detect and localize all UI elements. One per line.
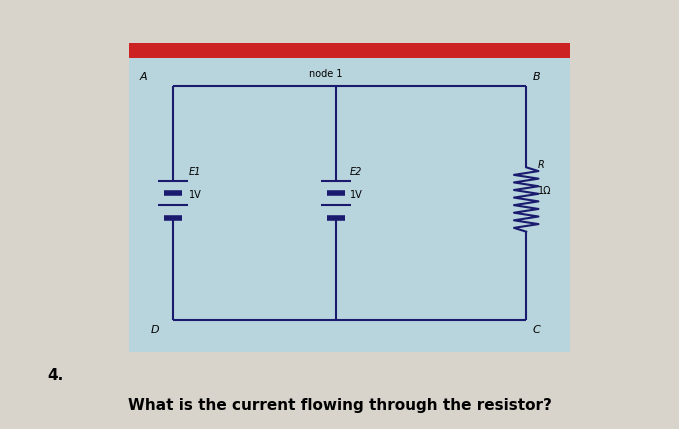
Text: B: B: [533, 72, 540, 82]
Text: What is the current flowing through the resistor?: What is the current flowing through the …: [128, 398, 551, 413]
Text: C: C: [533, 325, 540, 335]
Text: D: D: [151, 325, 160, 335]
Bar: [129, 43, 570, 58]
Text: 4.: 4.: [48, 368, 64, 383]
Text: node 1: node 1: [309, 69, 342, 79]
Text: 1V: 1V: [189, 190, 202, 200]
Text: R: R: [538, 160, 545, 170]
Bar: [129, 43, 570, 352]
Text: E2: E2: [350, 166, 362, 177]
Text: 1Ω: 1Ω: [538, 186, 551, 196]
Text: A: A: [139, 72, 147, 82]
Text: 1V: 1V: [350, 190, 363, 200]
Text: E1: E1: [189, 166, 201, 177]
